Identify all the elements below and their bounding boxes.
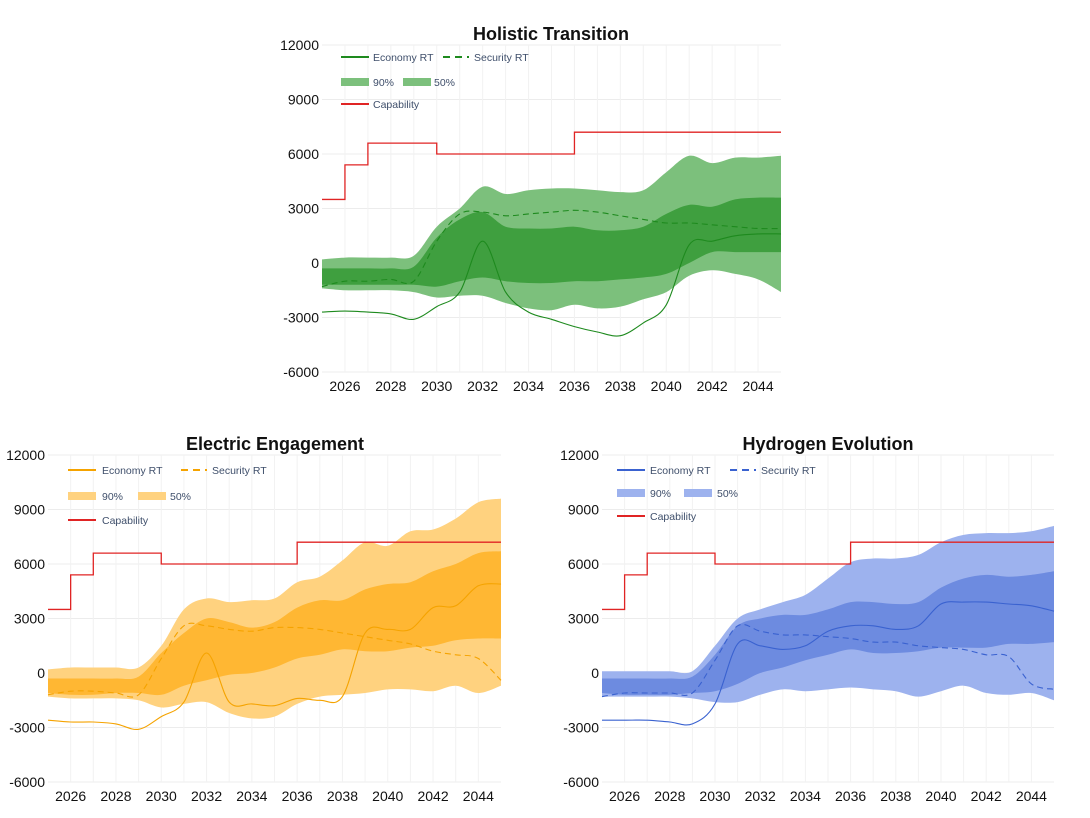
y-tick-label: 3000 [568,611,599,627]
legend-label-50: 50% [170,491,191,503]
legend-swatch-90 [617,489,645,497]
legend-label-economy-rt: Economy RT [650,465,711,477]
x-tick-label: 2040 [372,788,403,804]
x-tick-label: 2042 [417,788,448,804]
x-tick-label: 2034 [236,788,267,804]
chart-panel-holistic-transition: Holistic Transition Economy RT Security … [280,24,782,394]
y-tick-label: 6000 [288,146,319,162]
legend-label-50: 50% [434,77,455,89]
capability-line [602,541,1054,611]
x-tick-label: 2030 [421,378,452,394]
plot-area [47,454,502,783]
y-tick-label: 0 [591,665,599,681]
x-tick-label: 2028 [375,378,406,394]
legend-swatch-50 [403,78,431,86]
band-50 [322,197,781,287]
x-tick-label: 2044 [742,378,773,394]
y-tick-label: -6000 [9,774,45,790]
chart-title: Electric Engagement [186,434,364,454]
x-tick-label: 2038 [605,378,636,394]
x-tick-label: 2036 [835,788,866,804]
legend-label-security-rt: Security RT [212,465,267,477]
legend-label-security-rt: Security RT [474,52,529,64]
x-tick-label: 2032 [191,788,222,804]
x-tick-label: 2026 [329,378,360,394]
y-tick-label: 12000 [280,37,319,53]
x-tick-label: 2040 [925,788,956,804]
y-tick-label: -3000 [9,720,45,736]
legend-swatch-90 [68,492,96,500]
y-tick-label: 9000 [568,502,599,518]
y-tick-label: 3000 [288,201,319,217]
x-tick-label: 2028 [100,788,131,804]
x-tick-label: 2036 [559,378,590,394]
legend-label-capability: Capability [373,99,420,111]
legend-label-90: 90% [650,488,671,500]
x-tick-label: 2026 [609,788,640,804]
plot-area [601,454,1055,783]
y-tick-label: -6000 [563,774,599,790]
security-rt-line [321,209,782,288]
y-tick-label: 6000 [568,556,599,572]
x-tick-label: 2030 [146,788,177,804]
legend-label-90: 90% [373,77,394,89]
legend-label-economy-rt: Economy RT [102,465,163,477]
x-tick-label: 2032 [745,788,776,804]
legend-swatch-50 [138,492,166,500]
y-tick-label: -3000 [563,720,599,736]
x-tick-label: 2042 [971,788,1002,804]
y-tick-label: 12000 [6,447,45,463]
x-tick-label: 2040 [651,378,682,394]
chart-title: Hydrogen Evolution [743,434,914,454]
y-tick-label: 3000 [14,611,45,627]
economy-rt-line [602,601,1055,726]
y-tick-label: 6000 [14,556,45,572]
x-tick-label: 2028 [654,788,685,804]
y-tick-label: 0 [311,255,319,271]
x-tick-label: 2032 [467,378,498,394]
band-50 [602,571,1054,695]
legend-label-capability: Capability [102,515,149,527]
y-tick-label: 12000 [560,447,599,463]
x-tick-label: 2026 [55,788,86,804]
security-rt-line [601,623,1055,698]
y-tick-label: 9000 [14,502,45,518]
x-tick-label: 2036 [282,788,313,804]
x-tick-label: 2038 [327,788,358,804]
capability-line [48,541,501,611]
economy-rt-line [321,233,782,337]
capability-line [322,131,781,201]
y-tick-label: -6000 [283,364,319,380]
x-tick-label: 2030 [699,788,730,804]
security-rt-line [47,622,502,698]
legend-swatch-90 [341,78,369,86]
legend-label-economy-rt: Economy RT [373,52,434,64]
legend-swatch-50 [684,489,712,497]
plot-area [321,44,782,373]
chart-panel-electric-engagement: Electric Engagement Economy RT Security … [6,434,502,804]
y-tick-label: 0 [37,665,45,681]
legend-label-90: 90% [102,491,123,503]
y-tick-label: 9000 [288,92,319,108]
x-tick-label: 2034 [513,378,544,394]
x-tick-label: 2038 [880,788,911,804]
legend-label-50: 50% [717,488,738,500]
economy-rt-line [47,583,502,731]
x-tick-label: 2044 [463,788,494,804]
chart-panel-hydrogen-evolution: Hydrogen Evolution Economy RT Security R… [560,434,1055,804]
legend-label-security-rt: Security RT [761,465,816,477]
x-tick-label: 2034 [790,788,821,804]
legend-label-capability: Capability [650,511,697,523]
y-tick-label: -3000 [283,310,319,326]
x-tick-label: 2042 [697,378,728,394]
x-tick-label: 2044 [1016,788,1047,804]
chart-title: Holistic Transition [473,24,629,44]
